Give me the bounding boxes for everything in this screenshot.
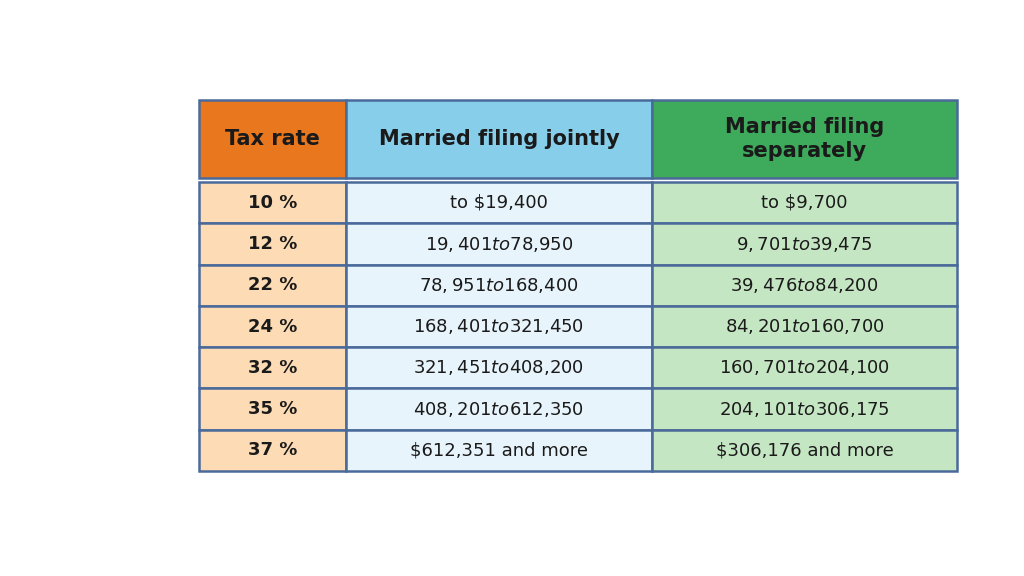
FancyBboxPatch shape [200,306,346,347]
Text: 24 %: 24 % [248,317,298,336]
Text: $612,351 and more: $612,351 and more [410,441,588,459]
FancyBboxPatch shape [652,100,957,178]
Text: 12 %: 12 % [248,235,298,253]
FancyBboxPatch shape [652,223,957,265]
Text: 32 %: 32 % [248,359,298,377]
Text: $39,476 to $84,200: $39,476 to $84,200 [730,276,879,295]
FancyBboxPatch shape [652,430,957,471]
Text: $204,101 to $306,175: $204,101 to $306,175 [719,400,890,419]
FancyBboxPatch shape [200,347,346,388]
FancyBboxPatch shape [200,100,346,178]
Text: $168,401 to $321,450: $168,401 to $321,450 [414,317,585,336]
FancyBboxPatch shape [346,223,652,265]
Text: $19,401 to $78,950: $19,401 to $78,950 [425,234,573,253]
FancyBboxPatch shape [346,430,652,471]
Text: to $9,700: to $9,700 [761,194,848,212]
FancyBboxPatch shape [346,100,652,178]
Text: $84,201 to $160,700: $84,201 to $160,700 [725,317,885,336]
Text: 37 %: 37 % [248,441,298,459]
FancyBboxPatch shape [200,388,346,430]
FancyBboxPatch shape [346,306,652,347]
Text: Tax rate: Tax rate [225,129,321,149]
FancyBboxPatch shape [346,182,652,223]
Text: 35 %: 35 % [248,400,298,418]
FancyBboxPatch shape [652,347,957,388]
FancyBboxPatch shape [652,265,957,306]
Text: $160,701 to $204,100: $160,701 to $204,100 [719,358,890,377]
FancyBboxPatch shape [200,430,346,471]
FancyBboxPatch shape [652,182,957,223]
Text: 22 %: 22 % [248,276,298,294]
FancyBboxPatch shape [652,306,957,347]
Text: $306,176 and more: $306,176 and more [716,441,893,459]
Text: $321,451 to $408,200: $321,451 to $408,200 [414,358,585,377]
FancyBboxPatch shape [652,388,957,430]
FancyBboxPatch shape [200,265,346,306]
FancyBboxPatch shape [200,223,346,265]
FancyBboxPatch shape [200,182,346,223]
FancyBboxPatch shape [346,347,652,388]
Text: $408,201 to $612,350: $408,201 to $612,350 [414,400,585,419]
Text: 10 %: 10 % [248,194,298,212]
Text: Married filing
separately: Married filing separately [725,118,884,161]
Text: $9,701 to $39,475: $9,701 to $39,475 [736,234,872,253]
Text: Married filing jointly: Married filing jointly [379,129,620,149]
FancyBboxPatch shape [346,265,652,306]
FancyBboxPatch shape [346,388,652,430]
Text: to $19,400: to $19,400 [451,194,548,212]
Text: $78,951 to $168,400: $78,951 to $168,400 [419,276,579,295]
